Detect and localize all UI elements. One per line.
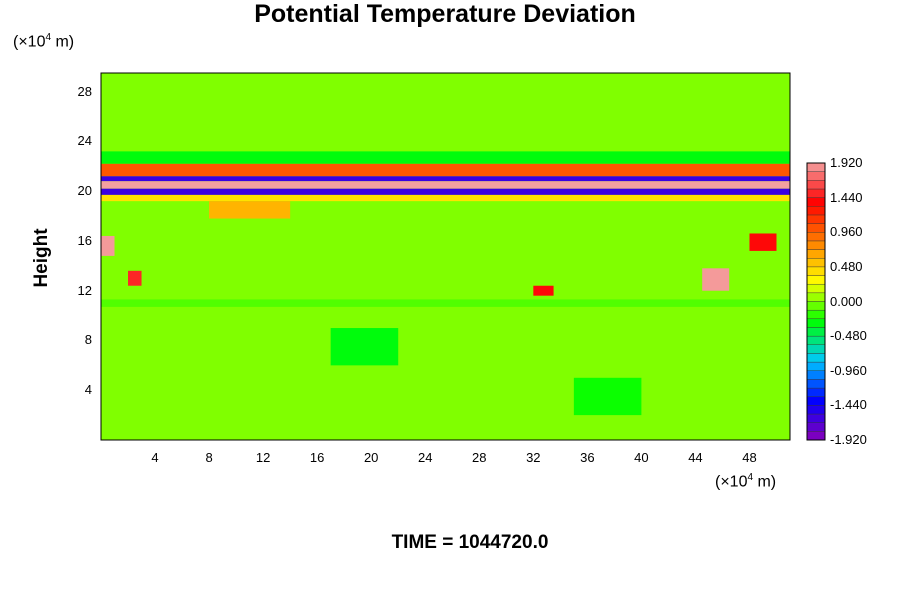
plot-frame [100,72,791,441]
colorbar-band [806,275,826,285]
colorbar-band [806,188,826,198]
colorbar-band [806,249,826,259]
colorbar-band [806,370,826,380]
colorbar-band [806,162,826,172]
colorbar-label: -0.960 [830,362,867,378]
x-tick-label: 16 [309,450,325,465]
heatmap-cell [101,299,790,307]
colorbar-label: 1.440 [830,189,863,205]
heatmap-cell [209,201,291,219]
y-unit-label: (×104 m) [13,32,75,51]
chart-title: Potential Temperature Deviation [254,0,636,28]
colorbar-band [806,283,826,294]
heatmap-cell [573,377,642,416]
colorbar-frame [806,162,826,441]
colorbar-band [806,413,826,423]
colorbar-band [806,232,826,242]
colorbar-band [806,240,826,250]
colorbar-label: -0.480 [830,328,867,344]
colorbar-band [806,327,826,337]
x-tick-label: 32 [526,450,541,465]
colorbar-label: -1.920 [830,432,867,447]
colorbar-band [806,379,826,389]
colorbar-band [806,180,826,190]
colorbar-band [806,266,826,276]
x-tick-label: 20 [363,450,379,465]
colorbar-band [806,301,826,311]
heatmap-cell [702,268,730,291]
y-tick-label: 24 [77,133,92,149]
y-tick-label: 16 [77,232,92,248]
colorbar-band [806,223,826,233]
colorbar-band [806,258,826,268]
colorbar-label: 0.000 [830,293,863,309]
y-tick-label: 28 [77,83,92,99]
colorbar-band [806,405,826,415]
colorbar-label: 0.960 [830,224,863,240]
x-tick-label: 44 [688,450,703,465]
x-unit-label: (×104 m) [715,472,777,491]
x-tick-label: 28 [472,450,487,465]
heatmap-cell [330,328,399,366]
colorbar-band [806,292,826,302]
colorbar-band [806,197,826,207]
colorbar-band [806,387,826,397]
x-tick-label: 8 [205,450,213,465]
heatmap-background [101,73,790,440]
heatmap-cell [101,176,790,182]
heatmap-cell [101,181,790,189]
heatmap-cell [101,235,115,256]
colorbar-label: 1.920 [830,155,863,170]
x-tick-label: 36 [580,450,595,465]
time-label: TIME = 1044720.0 [391,532,549,553]
heatmap-cell [749,233,777,251]
colorbar-label: 0.480 [830,258,863,274]
colorbar-band [806,353,826,363]
colorbar-band [806,361,826,371]
colorbar-band [806,309,826,320]
heatmap-cell [101,151,790,164]
colorbar-band [806,396,826,406]
x-tick-label: 4 [151,450,159,465]
heatmap-cell [128,270,142,286]
colorbar-band [806,335,826,345]
colorbar-band [806,214,826,224]
heatmap-cell [533,285,554,296]
colorbar-band [806,206,826,216]
colorbar-band [806,422,826,432]
y-tick-label: 12 [77,282,92,298]
colorbar-band [806,344,826,354]
heatmap-cell [101,163,790,177]
y-tick-label: 20 [77,183,92,199]
x-tick-label: 48 [742,450,757,465]
x-tick-label: 40 [634,450,649,465]
colorbar-band [806,171,826,181]
x-tick-label: 24 [418,450,433,465]
x-tick-label: 12 [255,450,271,465]
heatmap-cell [101,188,790,195]
colorbar-label: -1.440 [830,397,867,413]
colorbar-band [806,431,826,441]
colorbar-band [806,318,826,328]
heatmap-cell [101,194,790,202]
y-tick-label: 4 [84,382,92,398]
y-tick-label: 8 [84,332,92,348]
